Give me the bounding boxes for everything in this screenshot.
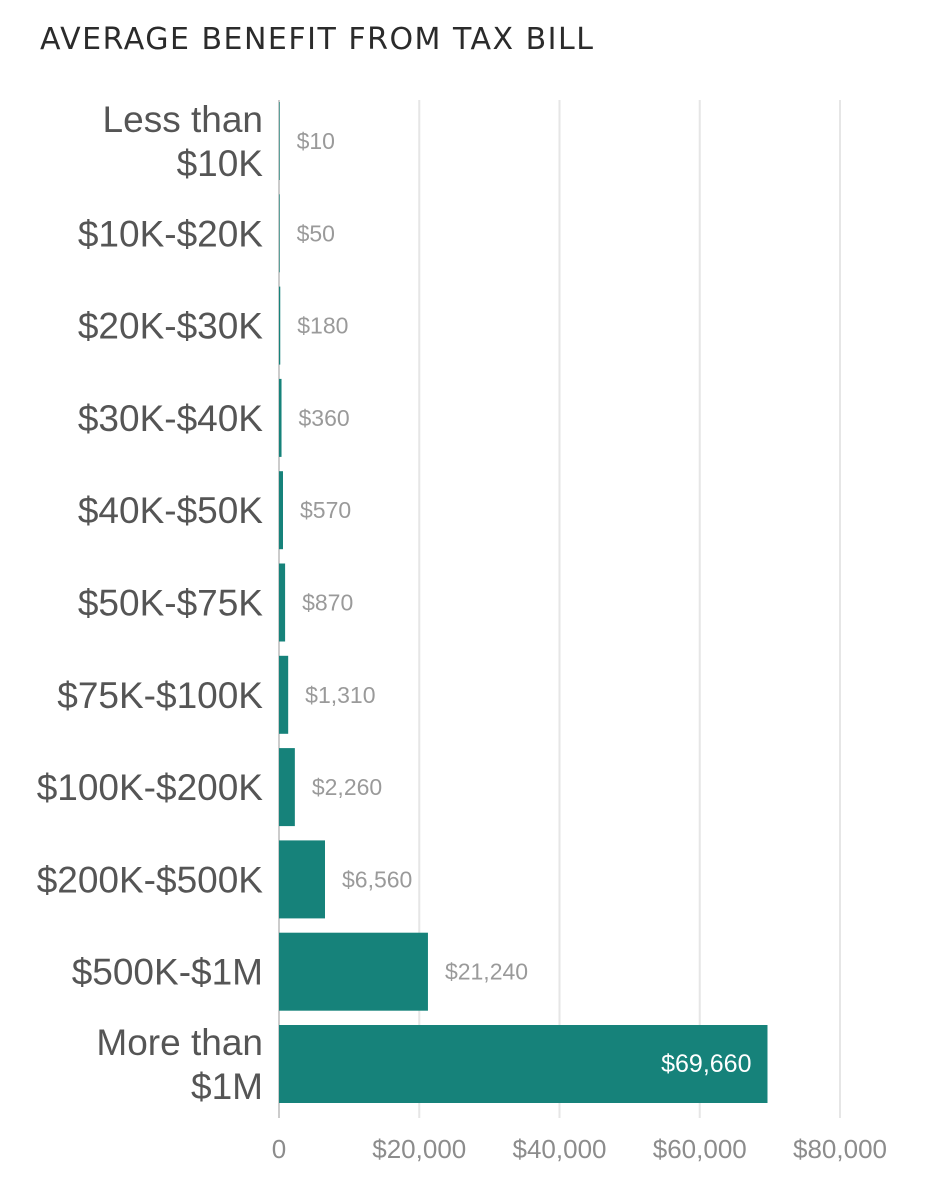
chart-title: AVERAGE BENEFIT FROM TAX BILL [40,22,595,57]
bar [279,932,428,1011]
value-label: $870 [302,590,353,616]
bars [279,102,768,1103]
x-tick-label: $40,000 [513,1134,607,1164]
category-label: $30K-$40K [78,398,263,439]
bar [279,748,295,827]
value-label: $360 [299,405,350,431]
value-label: $2,260 [312,774,382,800]
bar [279,563,286,642]
bar [279,378,282,457]
x-axis-ticks: 0 $20,000 $40,000 $60,000 $80,000 [272,1134,887,1164]
x-tick-label: 0 [272,1134,286,1164]
bar [279,1025,768,1103]
category-label: Less than $10K [103,99,264,184]
x-tick-label: $20,000 [372,1134,466,1164]
category-label: $50K-$75K [78,583,263,624]
category-label: $20K-$30K [78,306,263,347]
bar [279,655,289,734]
x-tick-label: $80,000 [793,1134,887,1164]
category-label: $100K-$200K [37,767,264,808]
value-label: $1,310 [305,682,375,708]
value-label: $69,660 [661,1050,751,1078]
bar [279,194,280,273]
category-labels: Less than $10K $10K-$20K $20K-$30K $30K-$40K… [37,99,264,1107]
value-label: $180 [297,313,348,339]
category-label: $75K-$100K [57,675,263,716]
value-label: $570 [300,497,351,523]
value-labels: $10 $50 $180 $360 $570 $870 $1,310 $2,260 $6,560… [297,128,752,1078]
category-label: More than $1M [96,1022,263,1107]
value-label: $21,240 [445,959,528,985]
x-tick-label: $60,000 [653,1134,747,1164]
value-label: $10 [297,128,335,154]
bar [279,286,281,365]
bar [279,840,326,919]
value-label: $50 [297,220,335,246]
category-label: $40K-$50K [78,490,263,531]
category-label: $200K-$500K [37,859,264,900]
category-label: $10K-$20K [78,213,263,254]
category-label: $500K-$1M [72,952,263,993]
bar [279,471,283,550]
value-label: $6,560 [342,866,412,892]
bar [279,102,280,180]
